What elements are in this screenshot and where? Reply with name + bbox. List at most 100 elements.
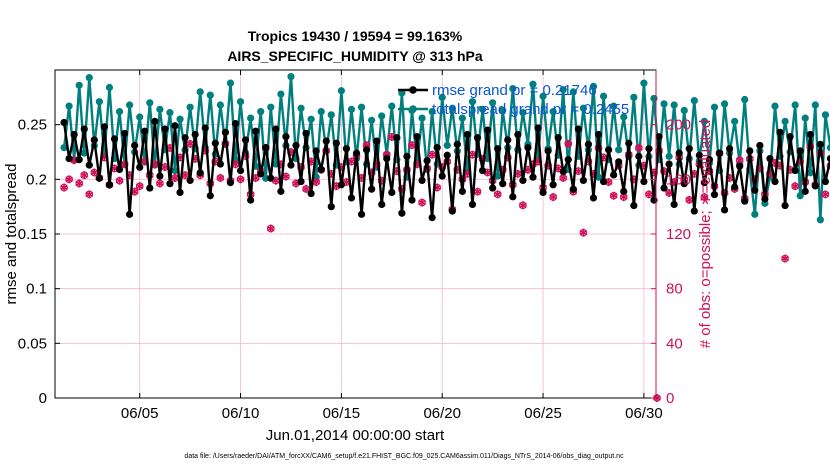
rmse-point (206, 192, 214, 200)
rmse-point (574, 125, 582, 133)
rmse-point (746, 147, 754, 155)
rmse-point (494, 145, 502, 153)
rmse-point (80, 125, 88, 133)
rmse-point (352, 149, 361, 157)
y-axis-left-label: rmse and totalspread (3, 164, 20, 305)
rmse-point (267, 174, 275, 182)
totalspread-line (62, 75, 830, 222)
rmse-point (630, 201, 638, 210)
y-tick-label-right: 200 (666, 117, 691, 134)
rmse-point (756, 141, 764, 150)
rmse-point (660, 184, 668, 192)
rmse-point (594, 130, 603, 139)
obs-evaluated-star (85, 191, 94, 198)
totalspread-point (826, 144, 830, 152)
totalspread-point (247, 114, 255, 122)
rmse-point (156, 172, 164, 180)
y-tick-label-left: 0.15 (18, 226, 47, 243)
rmse-point (418, 176, 426, 185)
rmse-point (695, 151, 703, 159)
obs-marker (781, 254, 789, 263)
obs-evaluated-star (428, 152, 437, 158)
legend-marker (409, 105, 417, 113)
rmse-point (146, 184, 154, 192)
totalspread-point (529, 80, 537, 88)
rmse-point (332, 139, 340, 147)
totalspread-point (549, 107, 557, 116)
totalspread-point (731, 117, 739, 125)
obs-marker (549, 193, 558, 202)
rmse-point (272, 125, 280, 133)
rmse-point (620, 187, 628, 195)
rmse-series (60, 117, 830, 222)
legend-marker (409, 86, 417, 94)
totalspread-point (327, 111, 335, 119)
rmse-point (811, 182, 819, 190)
obs-evaluated-star (75, 180, 84, 187)
rmse-point (368, 185, 376, 193)
rmse-point (393, 134, 401, 142)
totalspread-point (206, 91, 214, 99)
rmse-point (736, 162, 744, 170)
obs-marker (60, 183, 68, 192)
rmse-point (499, 180, 507, 188)
rmse-point (741, 197, 749, 205)
obs-marker (564, 139, 573, 148)
totalspread-point (347, 105, 356, 113)
totalspread-point (478, 105, 487, 113)
y-tick-label-left: 0.25 (18, 117, 47, 134)
totalspread-point (378, 112, 386, 120)
totalspread-point (640, 79, 648, 87)
rmse-point (478, 166, 487, 175)
rmse-line (62, 120, 830, 219)
totalspread-point (499, 106, 507, 115)
rmse-point (181, 134, 189, 142)
rmse-point (95, 174, 103, 182)
totalspread-point (539, 92, 547, 100)
rmse-point (201, 124, 209, 132)
x-tick-label: 06/15 (323, 405, 361, 422)
rmse-point (670, 200, 678, 209)
rmse-point (650, 196, 658, 204)
rmse-point (489, 184, 497, 192)
rmse-point (463, 130, 472, 139)
y-tick-label-right: 160 (666, 171, 691, 188)
obs-evaluated-star (342, 179, 351, 185)
rmse-point (705, 156, 714, 164)
obs-evaluated-star (266, 225, 275, 232)
rmse-point (231, 119, 240, 128)
rmse-point (65, 154, 73, 163)
totalspread-point (80, 149, 88, 157)
totalspread-point (801, 114, 809, 122)
rmse-point (211, 139, 219, 147)
totalspread-point (670, 101, 678, 109)
totalspread-point (196, 88, 204, 96)
obs-evaluated-star (216, 175, 225, 181)
obs-marker (408, 141, 416, 150)
totalspread-point (388, 102, 396, 110)
rmse-point (166, 180, 174, 188)
rmse-point (428, 214, 436, 222)
totalspread-point (650, 94, 658, 103)
obs-marker (428, 150, 437, 159)
totalspread-point (257, 107, 265, 116)
obs-evaluated-star (645, 191, 653, 198)
totalspread-point (146, 99, 154, 107)
rmse-point (85, 161, 93, 169)
legend-label: rmse grand pr = 0.21746 (432, 82, 597, 99)
rmse-point (141, 127, 149, 135)
obs-evaluated-star (161, 164, 169, 170)
totalspread-point (519, 109, 527, 117)
totalspread-point (579, 104, 587, 112)
rmse-point (625, 139, 633, 147)
rmse-point (715, 149, 724, 157)
rmse-point (120, 129, 129, 138)
obs-evaluated-star (347, 158, 356, 165)
totalspread-point (589, 82, 598, 90)
totalspread-point (610, 102, 618, 110)
rmse-point (529, 173, 537, 181)
rmse-point (599, 177, 608, 186)
totalspread-point (176, 115, 184, 123)
totalspread-point (771, 102, 779, 110)
totalspread-point (186, 103, 194, 111)
